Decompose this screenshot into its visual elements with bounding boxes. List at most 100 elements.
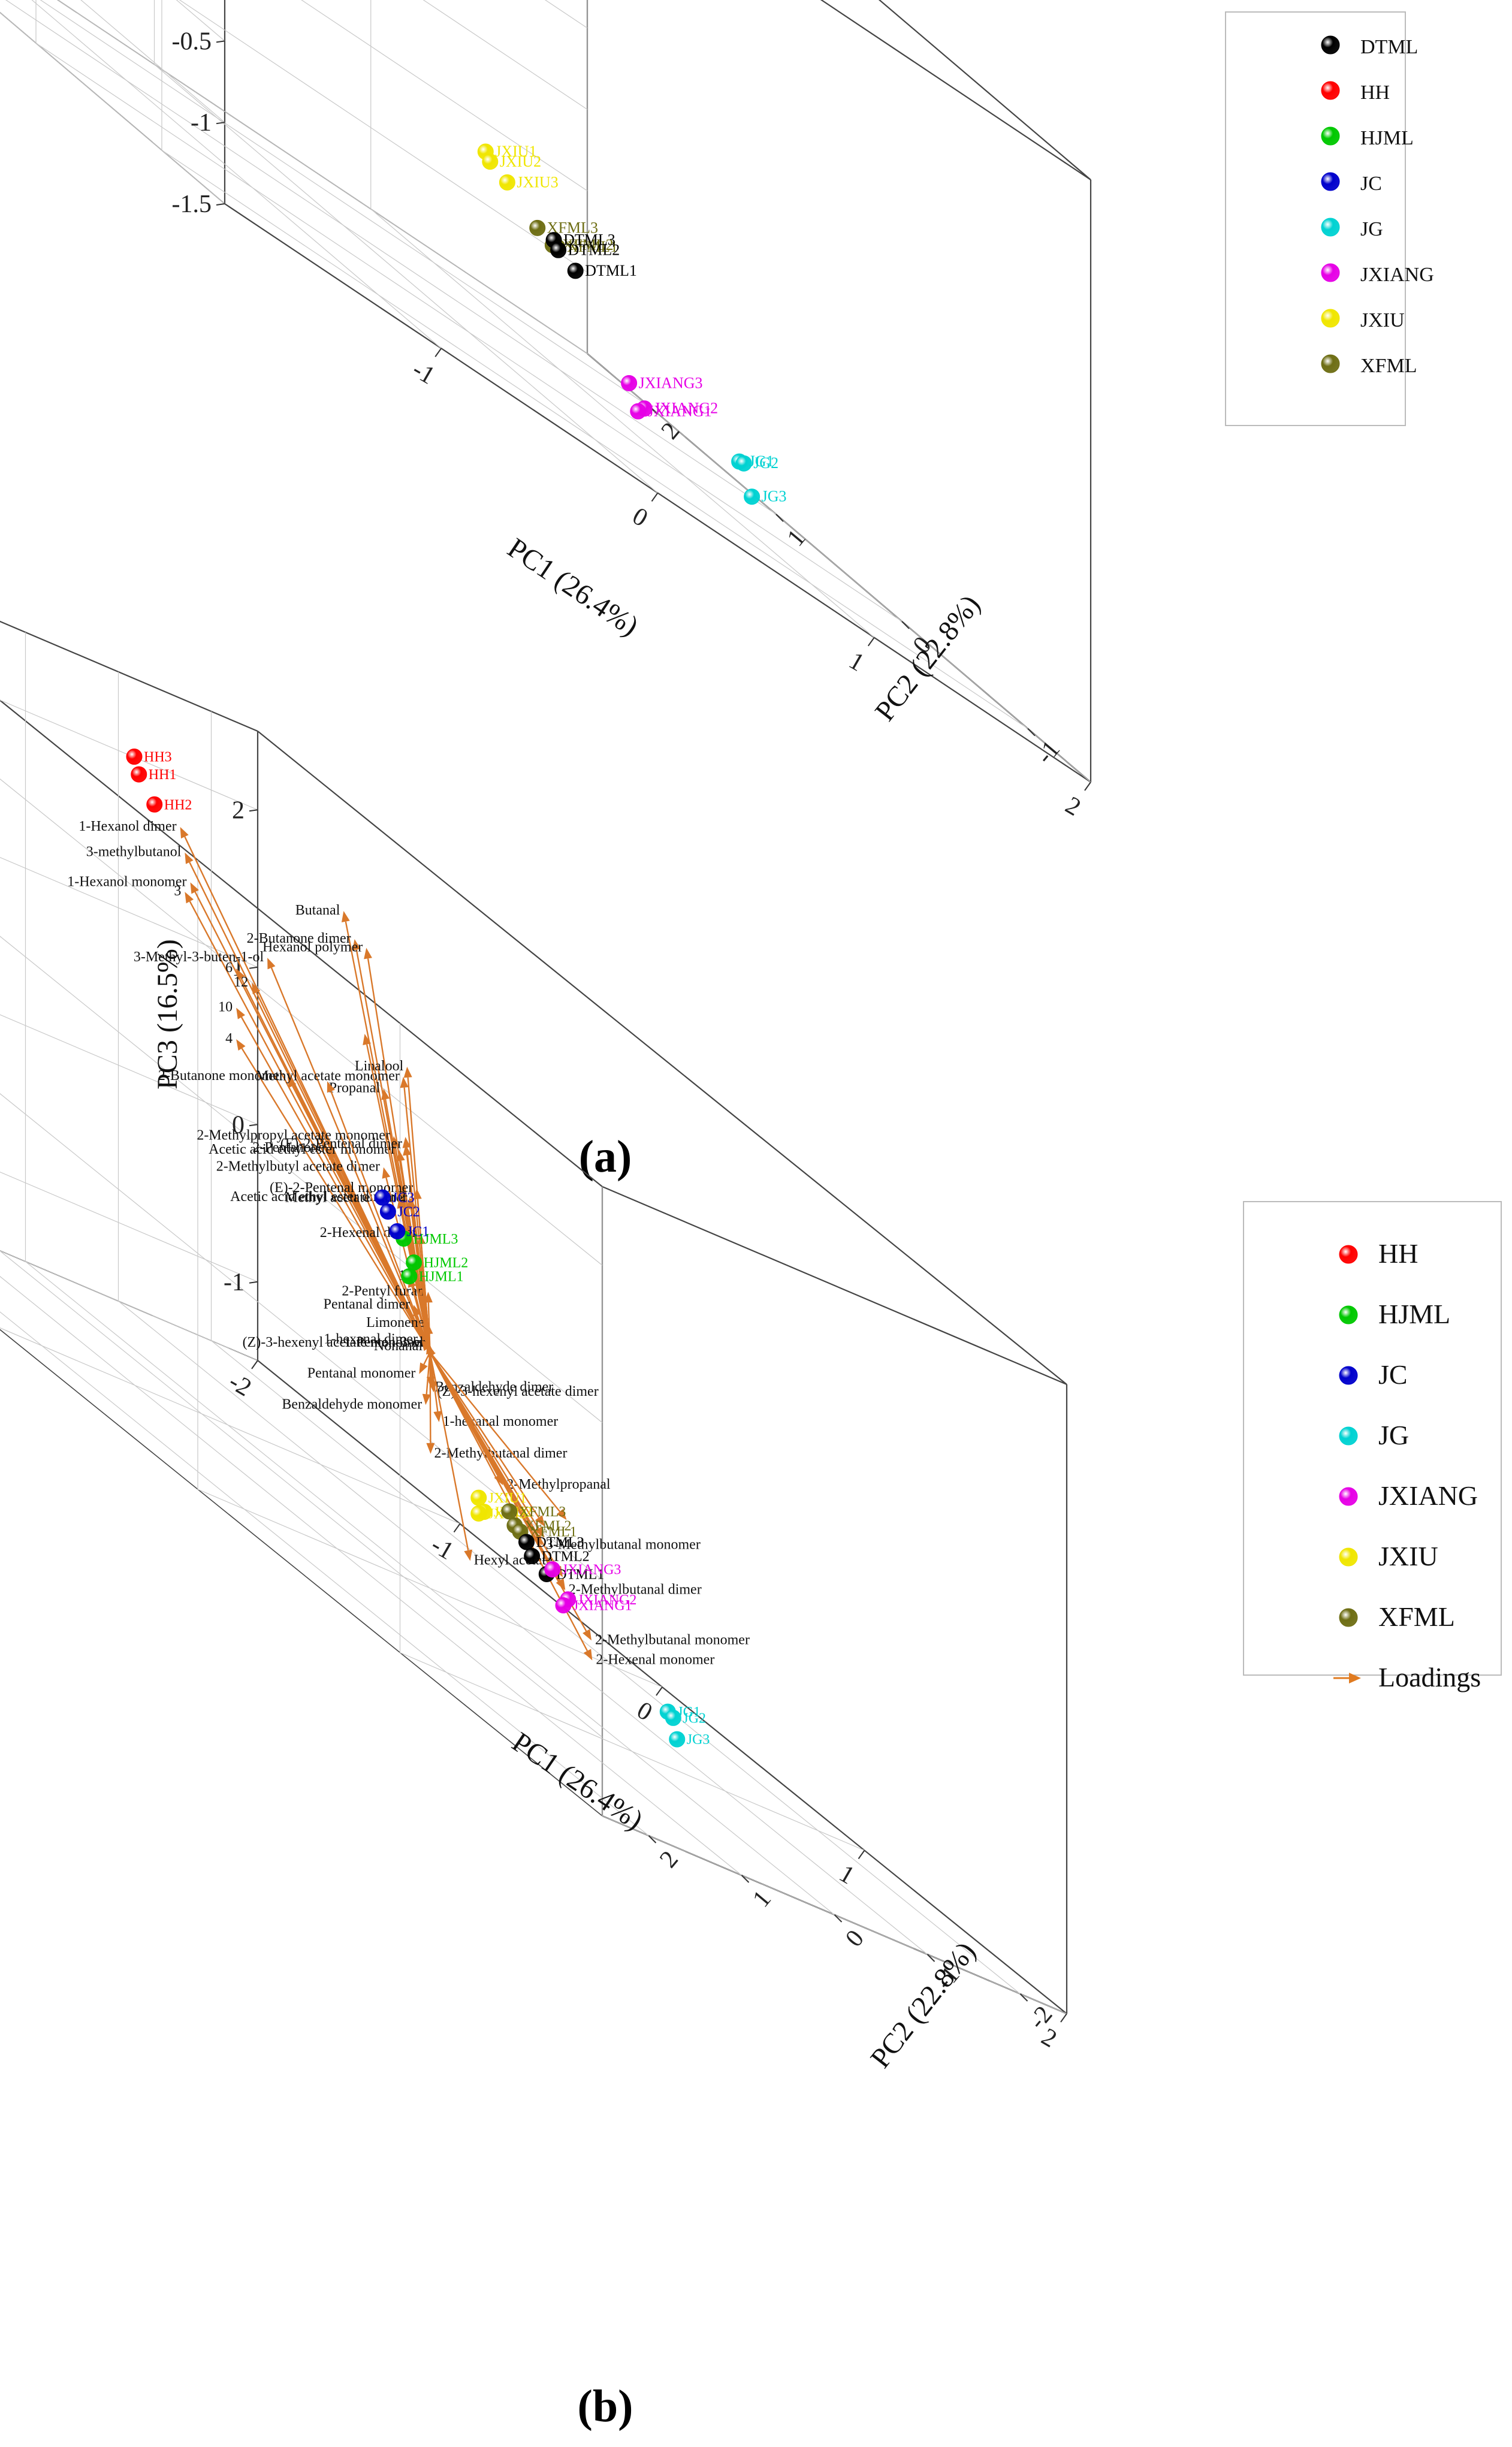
loading-label: Hexanol polymer	[262, 940, 363, 955]
loading-arrow-head	[185, 892, 194, 904]
legend-label: JXIU	[1360, 309, 1405, 331]
tick-mark-z	[216, 122, 225, 125]
tick-label-y: 2	[654, 1846, 684, 1873]
loading-label: 2-Methylbutanal dimer	[569, 1582, 702, 1597]
data-point	[501, 1503, 518, 1520]
legend-label: JC	[1360, 173, 1382, 195]
gridline-y	[0, 1311, 649, 1836]
loading-arrow-head	[381, 1088, 390, 1100]
box-edge-floor-back-left	[0, 1250, 258, 1361]
loading-arrow-head	[403, 1066, 412, 1078]
gridline-y	[35, 0, 903, 622]
data-point-label: HJML3	[414, 1232, 458, 1247]
panel-caption: (b)	[578, 2381, 633, 2431]
legend: DTML HH HJML JC JG JXIANG JXIU XFML	[1225, 11, 1434, 426]
legend-marker	[1339, 1426, 1358, 1446]
gridline-y	[0, 1276, 742, 1876]
tick-label-y: 1	[747, 1885, 777, 1913]
loading-arrow-head	[236, 1007, 246, 1019]
legend-marker	[1321, 81, 1340, 100]
tick-label-x: 1	[844, 647, 869, 677]
data-point-label: HJML2	[424, 1256, 469, 1271]
loading-label: 1-hexanal monomer	[443, 1414, 559, 1429]
loading-label: 3-Methyl-3-buten-1-ol	[134, 949, 264, 965]
tick-mark-z	[216, 203, 225, 206]
data-point-label: JXIANG3	[639, 374, 703, 391]
data-point-label: JXIANG1	[573, 1598, 632, 1614]
loading-label: 2-Methylbutanal monomer	[595, 1632, 750, 1648]
gridline-z	[0, 1014, 603, 1580]
loading-label: Linalool	[355, 1058, 404, 1074]
legend-label: HJML	[1378, 1299, 1450, 1329]
tick-label-y: 2	[656, 417, 686, 445]
loading-arrow-head	[328, 1148, 337, 1160]
tick-mark-x	[651, 492, 659, 502]
loading-label: 2-Methylbutyl acetate dimer	[216, 1159, 380, 1175]
tick-label-z: -1	[191, 109, 212, 137]
loading-label: 3-Methylbutanal monomer	[546, 1537, 701, 1553]
loading-arrow-line	[332, 1157, 431, 1353]
loading-arrow-line	[240, 1016, 431, 1353]
legend-marker	[1339, 1245, 1358, 1264]
loading-label: 1-Penten-3-ol	[345, 1335, 424, 1350]
legend-marker	[1339, 1366, 1358, 1385]
data-point-label: XFML3	[519, 1504, 566, 1520]
loading-arrow-line	[406, 1147, 431, 1353]
loading-label: Butanal	[295, 903, 340, 918]
tick-mark-z	[249, 809, 258, 812]
data-point	[544, 1561, 561, 1578]
score-points: HH3HH1HH2HJML3HJML2HJML1JC3JC2JC1JXIU1JX…	[477, 143, 787, 505]
tick-label-y: 0	[840, 1925, 870, 1953]
data-point	[126, 749, 143, 765]
tick-mark-y	[648, 1835, 657, 1843]
gridline-x	[153, 0, 658, 493]
loading-arrow-head	[417, 1233, 426, 1245]
legend-marker	[1321, 263, 1340, 282]
legend-frame	[1225, 11, 1406, 426]
tick-mark-y	[1019, 1993, 1028, 2002]
tick-label-x: 2	[1061, 792, 1085, 822]
legend: HH HJML JC JG JXIANG JXIU XFML Loadings	[1243, 1201, 1502, 1692]
loading-label: Hexyl acetate	[474, 1553, 553, 1568]
data-point-label: JXIANG2	[578, 1592, 637, 1608]
tick-mark-x	[453, 1523, 461, 1533]
loading-label: (Z)-3-hexenyl acetate dimer	[437, 1384, 599, 1399]
data-point	[524, 1547, 541, 1564]
data-point-label: JG3	[687, 1732, 710, 1748]
data-point	[669, 1731, 686, 1748]
z-axis-title: PC3 (16.5%)	[152, 939, 183, 1090]
legend-marker	[1339, 1487, 1358, 1506]
gridline-x	[0, 1250, 258, 1361]
loading-label: (E)-2-Pentenal dimer	[280, 1136, 402, 1152]
box-edge-top-back-left	[0, 620, 258, 732]
gridline-y	[25, 632, 835, 1915]
loading-arrow-head	[391, 1136, 400, 1148]
legend-marker	[1321, 35, 1340, 55]
gridline-y	[210, 711, 1021, 1995]
loading-label: 4	[225, 1031, 233, 1046]
data-point	[567, 262, 584, 279]
gridline-z	[544, 0, 588, 29]
tick-label-y: 1	[782, 524, 811, 552]
loading-label: 12	[234, 974, 248, 990]
panel-caption: (a)	[579, 1132, 632, 1182]
data-point	[518, 1534, 535, 1550]
loading-arrow-head	[236, 1039, 246, 1051]
legend-label: DTML	[1360, 36, 1418, 58]
data-point	[379, 1203, 396, 1220]
tick-mark-z	[216, 40, 225, 43]
data-point-label: DTML1	[556, 1567, 604, 1582]
loading-label: Acetic acid ethyl ester monomer	[209, 1142, 396, 1157]
data-point-label: XFML2	[562, 236, 613, 254]
tick-mark-z	[249, 1281, 258, 1284]
data-point	[630, 403, 647, 420]
box-edge-floor-back-right	[57, 0, 588, 354]
loading-arrow-line	[189, 901, 431, 1353]
gridline-x	[602, 1187, 1067, 2014]
legend-label: JG	[1378, 1420, 1409, 1450]
